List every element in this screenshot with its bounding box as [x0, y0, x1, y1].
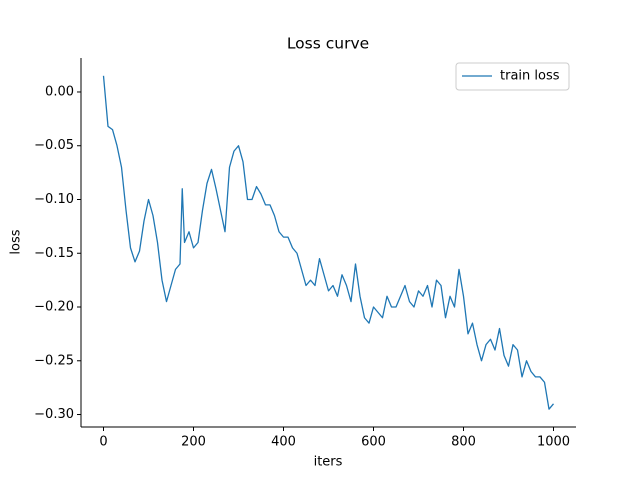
y-tick-label: −0.25 — [34, 353, 74, 368]
y-tick-label: −0.05 — [34, 138, 74, 153]
legend-box — [455, 62, 570, 91]
x-tick-label: 400 — [271, 435, 296, 450]
y-tick-label: 0.00 — [45, 84, 74, 99]
x-tick-label: 1000 — [537, 435, 570, 450]
x-axis-label: iters — [314, 455, 343, 470]
y-tick-label: −0.30 — [34, 407, 74, 422]
y-tick-label: −0.20 — [34, 300, 74, 315]
legend-label: train loss — [500, 69, 560, 84]
x-tick-label: 800 — [451, 435, 476, 450]
y-axis-label: loss — [9, 229, 24, 254]
x-tick-label: 200 — [181, 435, 206, 450]
y-tick-label: −0.15 — [34, 246, 74, 261]
chart-title: Loss curve — [287, 35, 369, 53]
data-line — [102, 75, 554, 410]
y-tick-label: −0.10 — [34, 192, 74, 207]
x-tick-label: 600 — [361, 435, 386, 450]
x-tick-label: 0 — [99, 435, 107, 450]
